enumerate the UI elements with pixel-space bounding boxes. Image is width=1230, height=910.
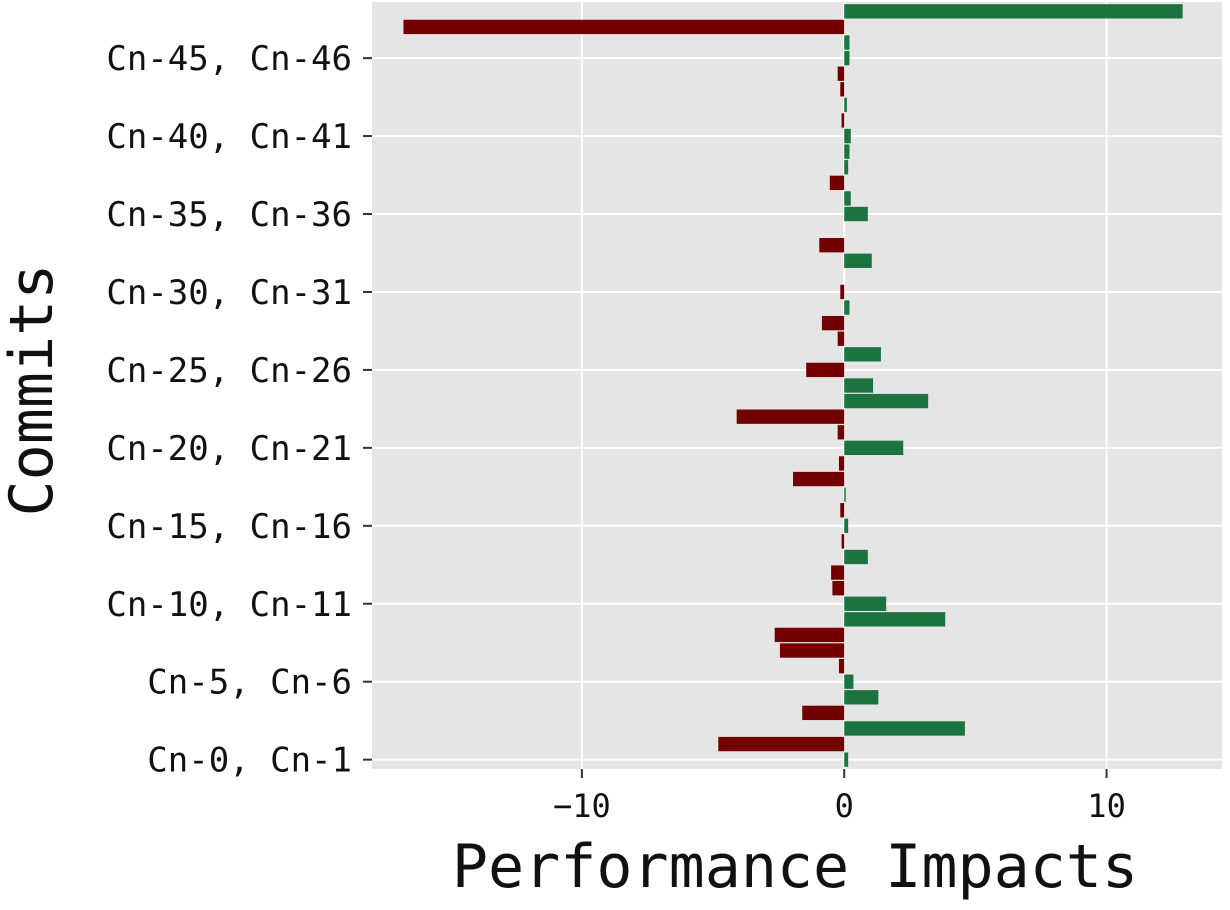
bar-negative — [838, 658, 845, 674]
bar-positive — [844, 160, 849, 175]
bar-negative — [829, 175, 845, 191]
bar-negative — [806, 362, 845, 378]
bar-positive — [844, 612, 946, 627]
bar-positive — [844, 206, 868, 222]
bar-positive — [844, 752, 849, 767]
bar-negative — [838, 456, 845, 471]
x-tick-label: 10 — [1087, 787, 1126, 825]
y-tick-label: Cn-5, Cn-6 — [147, 663, 352, 703]
bar-negative — [837, 425, 845, 440]
bar-negative — [831, 565, 845, 580]
y-tick-label: Cn-0, Cn-1 — [147, 741, 352, 781]
y-tick-label: Cn-15, Cn-16 — [106, 507, 352, 547]
bar-negative — [774, 627, 845, 643]
bar-negative — [779, 643, 845, 658]
bar-positive — [844, 300, 850, 315]
bar-positive — [844, 721, 965, 736]
bars — [403, 4, 1183, 767]
y-tick-label: Cn-20, Cn-21 — [106, 429, 352, 469]
bar-negative — [837, 66, 845, 81]
y-tick-label: Cn-40, Cn-41 — [106, 117, 352, 157]
x-axis-title: Performance Impacts — [452, 832, 1138, 902]
y-tick-label: Cn-30, Cn-31 — [106, 273, 352, 313]
x-tick-label: −10 — [553, 787, 611, 825]
bar-positive — [844, 253, 872, 268]
bar-negative — [819, 238, 845, 253]
bar-negative — [718, 736, 845, 752]
y-tick-label: Cn-25, Cn-26 — [106, 351, 352, 391]
bar-positive — [844, 97, 847, 113]
bar-positive — [844, 4, 1183, 19]
x-tick-label: 0 — [835, 787, 854, 825]
bar-negative — [840, 284, 845, 300]
bar-negative — [841, 113, 845, 128]
bar-positive — [844, 35, 850, 50]
y-tick-label: Cn-35, Cn-36 — [106, 195, 352, 235]
bar-negative — [736, 409, 845, 424]
bar-negative — [837, 331, 845, 346]
bar-negative — [403, 19, 845, 35]
x-axis-ticks: −10 0 10 — [553, 769, 1126, 825]
bar-negative — [840, 503, 845, 518]
bar-negative — [802, 705, 845, 721]
bar-positive — [844, 487, 846, 502]
bar-negative — [832, 580, 845, 596]
bar-positive — [844, 690, 879, 705]
bar-negative — [841, 534, 845, 549]
y-tick-label: Cn-45, Cn-46 — [106, 39, 352, 79]
bar-positive — [844, 144, 850, 159]
bar-negative — [821, 315, 845, 331]
bar-positive — [844, 393, 929, 409]
bar-negative — [840, 82, 845, 97]
bar-positive — [844, 50, 850, 66]
bar-positive — [844, 596, 887, 611]
bar-positive — [844, 347, 881, 362]
bar-positive — [844, 128, 851, 144]
bar-positive — [844, 378, 874, 393]
bar-positive — [844, 674, 854, 689]
bar-positive — [844, 191, 851, 206]
bar-positive — [844, 518, 849, 533]
y-axis-title: Commits — [0, 264, 67, 517]
y-axis-ticks: Cn-0, Cn-1 Cn-5, Cn-6 Cn-10, Cn-11 Cn-15, C… — [106, 39, 372, 781]
bar-positive — [844, 440, 904, 456]
bar-positive — [844, 549, 868, 565]
y-tick-label: Cn-10, Cn-11 — [106, 585, 352, 625]
bar-negative — [793, 471, 845, 487]
